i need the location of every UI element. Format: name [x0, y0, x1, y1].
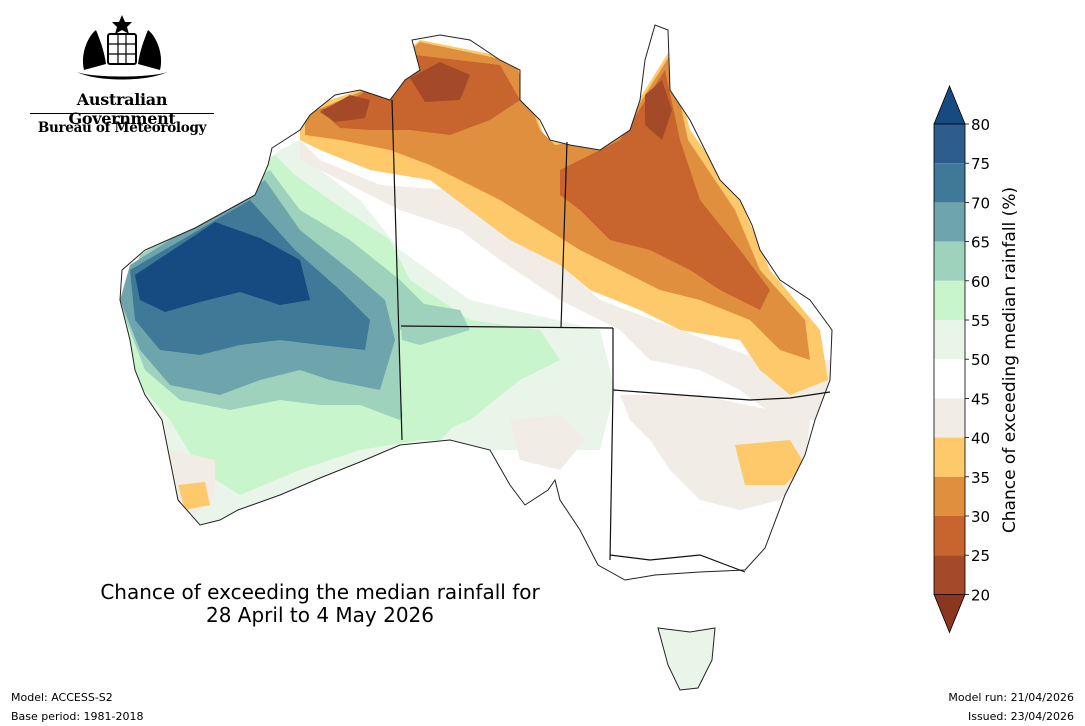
- footer-left: Model: ACCESS-S2 Base period: 1981-2018: [11, 688, 143, 726]
- band-20-25-topend: [410, 62, 470, 102]
- colorbar-bin: [934, 476, 965, 516]
- colorbar-tick-label: 75: [971, 155, 990, 173]
- band-40-45-sa: [510, 415, 585, 470]
- coat-of-arms-icon: [77, 15, 167, 80]
- colorbar-bin: [934, 163, 965, 203]
- model-name: Model: ACCESS-S2: [11, 691, 113, 704]
- nt-qld-border: [560, 141, 568, 329]
- colorbar-tick-label: 30: [971, 508, 990, 526]
- band-25-30-east: [560, 70, 770, 310]
- colorbar-tick-label: 55: [971, 312, 990, 330]
- map-title: Chance of exceeding the median rainfall …: [60, 581, 580, 627]
- colorbar-bin: [934, 555, 965, 595]
- state-borders: [391, 99, 831, 573]
- band-35-40-nsw: [735, 440, 805, 485]
- colorbar-tick-label: 65: [971, 234, 990, 252]
- government-logo: Australian Government Bureau of Meteorol…: [22, 10, 222, 140]
- footer-right: Model run: 21/04/2026 Issued: 23/04/2026: [948, 688, 1074, 726]
- model-run: Model run: 21/04/2026: [948, 691, 1074, 704]
- band-40-45-north: [300, 140, 830, 420]
- band-60-65-central: [400, 300, 470, 345]
- colorbar-tick-label: 60: [971, 273, 990, 291]
- wa-border: [391, 99, 403, 441]
- colorbar-tick-label: 40: [971, 430, 990, 448]
- colorbar-bin: [934, 241, 965, 281]
- colorbar-tick-label: 80: [971, 116, 990, 134]
- map-title-line2: 28 April to 4 May 2026: [206, 603, 434, 627]
- tasmania: [657, 627, 716, 691]
- agency-name: Bureau of Meteorology: [37, 120, 207, 136]
- probability-shading: [120, 40, 830, 530]
- colorbar-bin: [934, 280, 965, 320]
- band-55-60-central: [400, 330, 500, 440]
- colorbar-tick-label: 25: [971, 547, 990, 565]
- qld-nsw-border: [612, 389, 831, 401]
- colorbar-tick-label: 70: [971, 194, 990, 212]
- colorbar-bin: [934, 320, 965, 360]
- colorbar-label: Chance of exceeding median rainfall (%): [1000, 186, 1020, 534]
- colorbar-bin: [934, 398, 965, 438]
- colorbar-bin: [934, 359, 965, 399]
- issued-date: Issued: 23/04/2026: [967, 710, 1074, 723]
- colorbar-bin: [934, 437, 965, 477]
- band-20-25-capeyork: [645, 80, 672, 140]
- colorbar-tick-label: 20: [971, 586, 990, 604]
- colorbar-tick-label: 45: [971, 390, 990, 408]
- logo-divider: [30, 113, 214, 114]
- map-title-line1: Chance of exceeding the median rainfall …: [100, 580, 540, 604]
- colorbar-over-arrow: [933, 84, 966, 125]
- nsw-vic-border: [609, 554, 746, 573]
- colorbar-bin: [934, 202, 965, 242]
- colorbar-tick-label: 35: [971, 469, 990, 487]
- colorbar-bin: [934, 124, 965, 164]
- colorbar-bin: [934, 516, 965, 556]
- nt-sa-border: [400, 325, 614, 329]
- band-35-40-swcoast: [178, 482, 210, 510]
- band-75-80: [135, 222, 310, 312]
- coastline: [119, 24, 833, 581]
- band-20-25-kimberley: [320, 95, 370, 122]
- base-period: Base period: 1981-2018: [11, 710, 144, 723]
- colorbar: 80 75 70 65 60 55 50 45 40 35 30 25 20: [933, 84, 990, 634]
- colorbar-tick-label: 50: [971, 351, 990, 369]
- colorbar-under-arrow: [933, 594, 966, 634]
